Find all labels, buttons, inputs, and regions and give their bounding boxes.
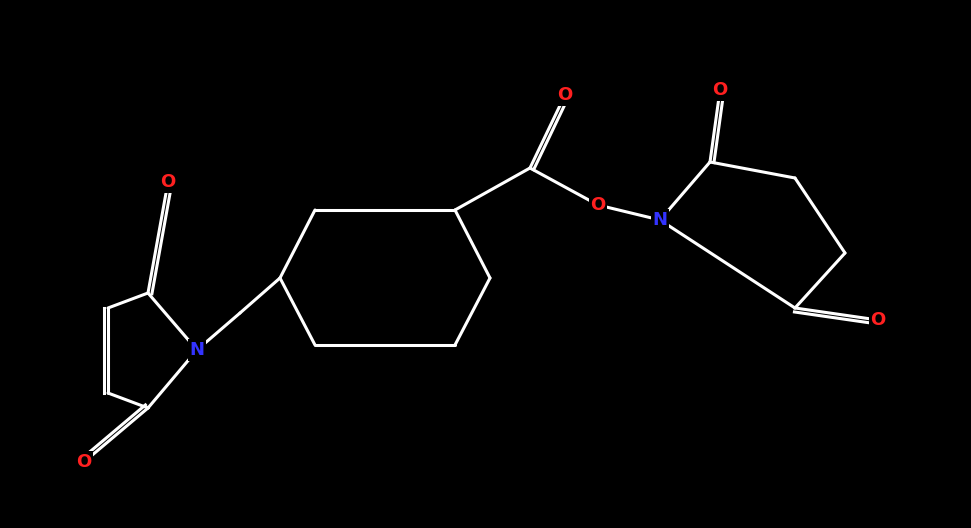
Text: N: N — [653, 211, 667, 229]
Text: O: O — [713, 81, 727, 99]
Text: O: O — [77, 453, 91, 471]
Text: O: O — [870, 311, 886, 329]
Text: O: O — [557, 86, 573, 104]
Text: O: O — [590, 196, 606, 214]
Text: O: O — [160, 173, 176, 191]
Text: N: N — [189, 341, 205, 359]
